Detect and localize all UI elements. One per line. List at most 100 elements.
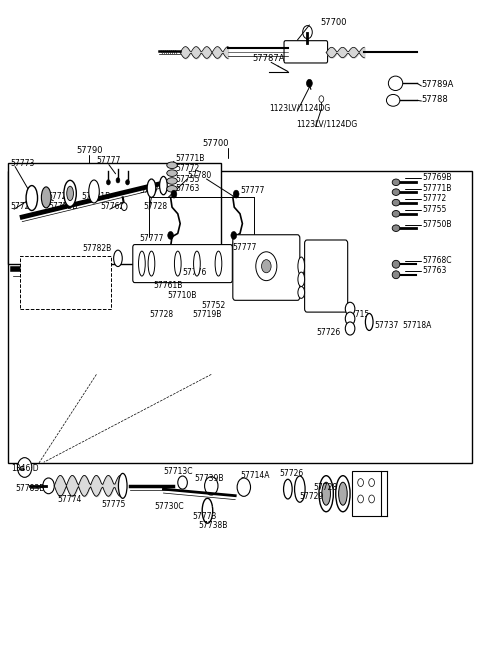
Ellipse shape	[298, 286, 305, 298]
Ellipse shape	[345, 302, 355, 315]
FancyBboxPatch shape	[305, 240, 348, 312]
Text: 57762: 57762	[100, 202, 124, 210]
Ellipse shape	[345, 312, 355, 325]
Ellipse shape	[392, 199, 400, 206]
Text: 57773: 57773	[192, 512, 216, 520]
Ellipse shape	[322, 482, 330, 505]
Ellipse shape	[67, 186, 73, 200]
Ellipse shape	[345, 322, 355, 335]
Circle shape	[107, 179, 110, 185]
Text: G: G	[19, 466, 24, 472]
Circle shape	[303, 26, 312, 39]
Ellipse shape	[319, 476, 333, 512]
Text: 57739B: 57739B	[194, 474, 224, 483]
Ellipse shape	[167, 185, 177, 192]
Bar	[20, 256, 111, 309]
FancyBboxPatch shape	[284, 41, 327, 63]
Ellipse shape	[64, 180, 76, 206]
Text: 57771B: 57771B	[175, 154, 205, 163]
Text: 57730C: 57730C	[155, 503, 184, 511]
Text: 57728: 57728	[144, 202, 168, 210]
Circle shape	[204, 477, 218, 495]
Text: 57721B: 57721B	[81, 193, 110, 201]
Text: 57720B: 57720B	[46, 290, 75, 299]
Ellipse shape	[202, 498, 213, 523]
Text: 57783B: 57783B	[15, 484, 45, 493]
Circle shape	[358, 479, 363, 486]
Ellipse shape	[41, 187, 51, 208]
Text: 57752: 57752	[202, 300, 226, 309]
Text: 57768C: 57768C	[422, 256, 451, 265]
Ellipse shape	[338, 482, 347, 505]
Circle shape	[319, 96, 324, 102]
Circle shape	[233, 190, 239, 198]
Text: 57738B: 57738B	[198, 521, 227, 530]
Circle shape	[369, 479, 374, 486]
Text: 57728: 57728	[48, 193, 72, 201]
Ellipse shape	[392, 189, 400, 195]
Text: 1123LV/1124DG: 1123LV/1124DG	[297, 120, 358, 129]
Text: 57713C: 57713C	[163, 467, 193, 476]
Text: 57750B: 57750B	[422, 220, 451, 229]
Circle shape	[168, 231, 173, 239]
Ellipse shape	[159, 176, 167, 194]
Circle shape	[256, 252, 277, 281]
Text: 57771B: 57771B	[422, 184, 451, 193]
Ellipse shape	[386, 95, 400, 106]
Text: 57776: 57776	[182, 268, 207, 277]
Text: 57790: 57790	[76, 146, 103, 155]
Circle shape	[262, 260, 271, 273]
Ellipse shape	[174, 251, 181, 276]
Text: 57755: 57755	[175, 175, 200, 184]
Circle shape	[178, 476, 187, 489]
Circle shape	[237, 478, 251, 496]
Text: 57782B: 57782B	[82, 244, 111, 253]
FancyBboxPatch shape	[133, 244, 232, 283]
Ellipse shape	[392, 179, 400, 185]
Text: 57715: 57715	[345, 309, 370, 319]
Text: 57700: 57700	[203, 139, 229, 148]
Text: 57700: 57700	[320, 18, 347, 27]
Ellipse shape	[139, 251, 145, 276]
Text: 57737: 57737	[374, 321, 398, 330]
Text: 57725B: 57725B	[29, 277, 59, 286]
Circle shape	[369, 495, 374, 503]
Bar	[352, 472, 381, 516]
Circle shape	[126, 179, 130, 185]
Ellipse shape	[28, 261, 38, 284]
Text: 57763: 57763	[175, 185, 200, 193]
Text: 57789A: 57789A	[422, 80, 454, 89]
Text: 57780: 57780	[187, 171, 212, 180]
Circle shape	[231, 231, 237, 239]
Text: 57728: 57728	[149, 309, 173, 319]
Text: 57726: 57726	[317, 328, 341, 337]
Ellipse shape	[392, 271, 400, 279]
Ellipse shape	[388, 76, 403, 91]
Ellipse shape	[167, 162, 177, 169]
Ellipse shape	[298, 272, 305, 286]
Text: 57772: 57772	[422, 194, 446, 203]
Ellipse shape	[114, 250, 122, 267]
Ellipse shape	[167, 177, 177, 184]
Bar	[8, 163, 221, 264]
Bar	[8, 171, 472, 463]
Ellipse shape	[295, 476, 305, 502]
Text: 57761B: 57761B	[153, 281, 182, 290]
Text: 57769B: 57769B	[422, 173, 451, 183]
Text: 57787A: 57787A	[252, 54, 285, 63]
Text: 57788: 57788	[422, 95, 449, 104]
Text: 57773: 57773	[10, 159, 35, 168]
Text: 57777: 57777	[96, 156, 121, 166]
Ellipse shape	[392, 225, 400, 231]
Text: 57710B: 57710B	[167, 291, 197, 300]
FancyBboxPatch shape	[233, 235, 300, 300]
Ellipse shape	[26, 185, 37, 210]
Text: 57775: 57775	[101, 500, 126, 509]
Text: 57729: 57729	[299, 492, 323, 501]
Ellipse shape	[148, 251, 155, 276]
Circle shape	[43, 478, 54, 493]
Ellipse shape	[147, 179, 156, 197]
Text: 57721B: 57721B	[29, 267, 59, 275]
Text: 57763: 57763	[422, 267, 446, 275]
Circle shape	[171, 190, 177, 198]
